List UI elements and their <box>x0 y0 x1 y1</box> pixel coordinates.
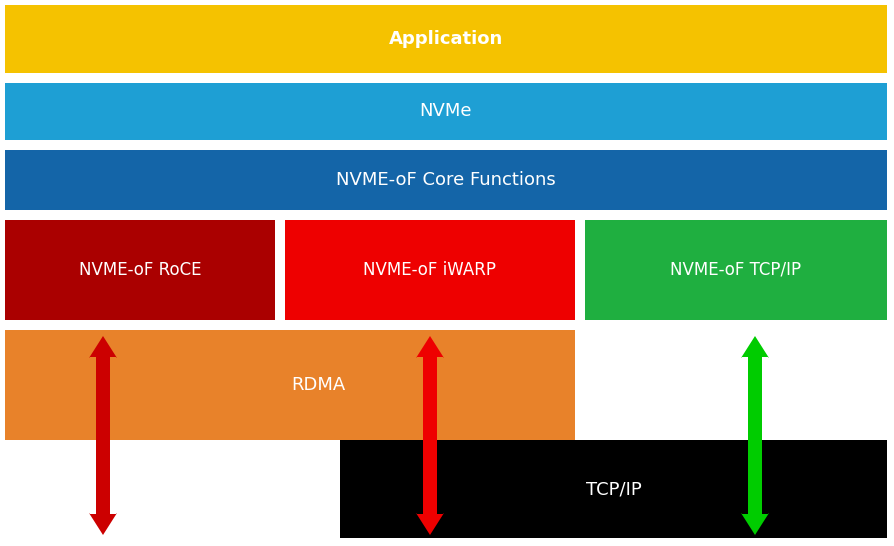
Bar <box>5 5 886 73</box>
FancyArrow shape <box>740 336 768 358</box>
Bar <box>585 220 886 320</box>
FancyArrow shape <box>416 513 443 535</box>
Text: Application: Application <box>388 30 502 48</box>
FancyArrow shape <box>89 336 117 358</box>
Text: NVME-oF iWARP: NVME-oF iWARP <box>363 261 496 279</box>
Bar <box>96 357 110 514</box>
Text: NVME-oF RoCE: NVME-oF RoCE <box>79 261 201 279</box>
Bar <box>423 357 436 514</box>
Text: TCP/IP: TCP/IP <box>585 480 641 498</box>
Bar <box>5 150 886 210</box>
Bar <box>5 83 886 140</box>
Bar <box>5 330 574 440</box>
Bar <box>5 220 274 320</box>
FancyArrow shape <box>740 513 768 535</box>
Bar <box>284 220 574 320</box>
FancyArrow shape <box>89 513 117 535</box>
Bar <box>340 440 886 538</box>
Bar <box>747 357 761 514</box>
Text: NVME-oF TCP/IP: NVME-oF TCP/IP <box>670 261 801 279</box>
FancyArrow shape <box>416 336 443 358</box>
Text: NVMe: NVMe <box>419 103 472 121</box>
Text: RDMA: RDMA <box>291 376 345 394</box>
Text: NVME-oF Core Functions: NVME-oF Core Functions <box>336 171 555 189</box>
